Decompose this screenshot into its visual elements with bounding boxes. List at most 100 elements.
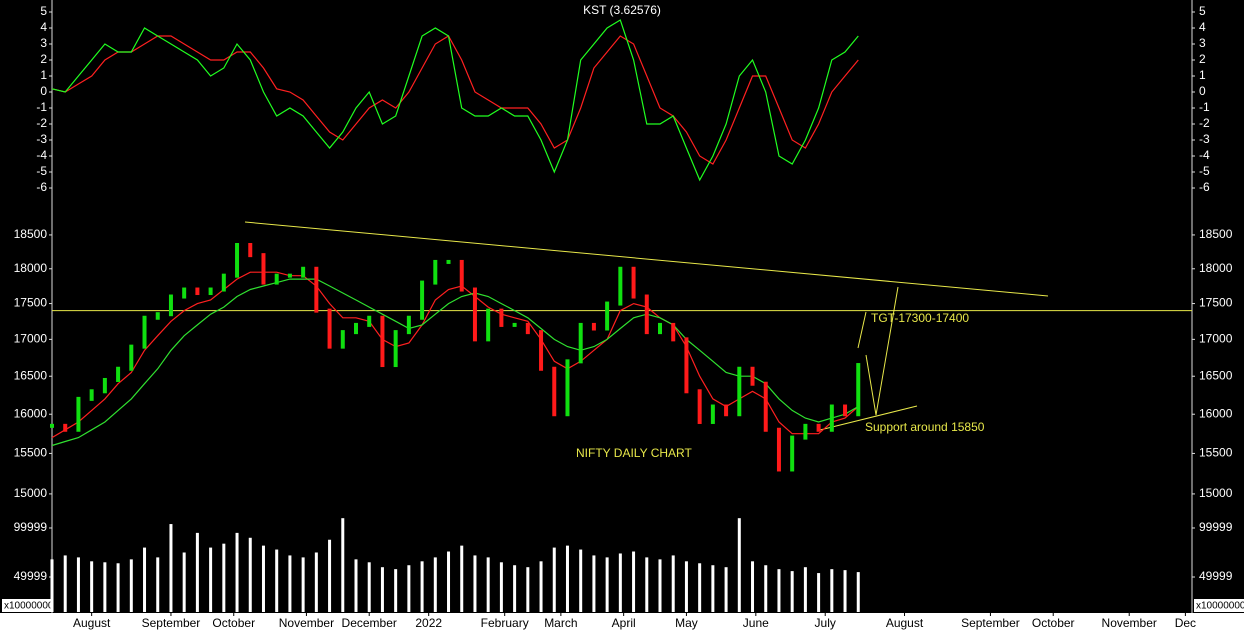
price-bar: [287, 273, 292, 278]
y-tick-label: -6: [36, 180, 47, 194]
price-bar: [63, 423, 68, 432]
projection-line: [857, 311, 867, 349]
volume-bar: [645, 557, 649, 612]
price-bar: [605, 301, 610, 331]
price-bar: [591, 322, 596, 331]
series-line: [51, 278, 859, 447]
y-tick-label: 17500: [14, 296, 48, 310]
volume-bar: [394, 569, 398, 612]
volume-bar: [156, 557, 160, 612]
volume-bar: [195, 532, 199, 612]
volume-bar: [751, 561, 755, 612]
y-tick-label: 2: [40, 52, 47, 66]
volume-bar: [420, 561, 424, 612]
price-bar: [76, 396, 81, 432]
volume-bar: [314, 552, 318, 612]
price-bar: [459, 259, 464, 292]
price-bar: [829, 404, 834, 432]
volume-bar: [552, 547, 556, 612]
y-tick-label: 99999: [14, 520, 48, 534]
volume-bar: [380, 567, 384, 612]
price-bar: [208, 287, 213, 296]
price-bar: [512, 322, 517, 327]
x-tick-label: July: [815, 616, 836, 630]
unit-box: [2, 599, 52, 612]
x-tick-label: September: [142, 616, 201, 630]
price-bar: [816, 423, 821, 432]
y-tick-label: -4: [1199, 148, 1210, 162]
y-tick-label: 17000: [14, 332, 48, 346]
y-tick-label: -3: [1199, 132, 1210, 146]
price-bar: [393, 330, 398, 368]
y-tick-label: 18000: [14, 261, 48, 275]
projection-line: [865, 286, 899, 416]
price-bar: [406, 315, 411, 335]
volume-bar: [341, 518, 345, 612]
x-tick-label: June: [743, 616, 769, 630]
price-bar: [671, 322, 676, 342]
volume-bar: [407, 565, 411, 612]
price-bar: [710, 404, 715, 424]
volume-bar: [447, 551, 451, 612]
volume-bar: [129, 559, 133, 612]
y-tick-label: 17000: [1199, 332, 1233, 346]
series-line: [51, 19, 859, 182]
volume-bar: [658, 559, 662, 612]
y-tick-label: 1: [1199, 68, 1206, 82]
volume-bar: [579, 549, 583, 612]
volume-bar: [328, 539, 332, 612]
volume-bar: [856, 572, 860, 612]
chart-label: NIFTY DAILY CHART: [576, 446, 692, 460]
volume-bar: [605, 557, 609, 612]
x-tick-label: November: [279, 616, 334, 630]
y-tick-label: 49999: [14, 569, 48, 583]
price-bar: [539, 330, 544, 371]
price-bar: [737, 366, 742, 417]
x-tick-label: December: [342, 616, 397, 630]
volume-bar: [275, 549, 279, 612]
y-tick-label: 16000: [1199, 406, 1233, 420]
y-tick-label: 4: [40, 20, 47, 34]
y-tick-label: 3: [40, 36, 47, 50]
volume-bar: [354, 559, 358, 612]
price-bar: [129, 344, 134, 371]
x-tick-label: 2022: [415, 616, 442, 630]
price-bar: [221, 273, 226, 292]
volume-bar: [698, 563, 702, 612]
volume-bar: [764, 565, 768, 612]
price-bar: [116, 366, 121, 382]
volume-bar: [90, 561, 94, 612]
price-bar: [327, 308, 332, 349]
price-bar: [274, 273, 279, 285]
volume-bar: [817, 573, 821, 612]
price-bar: [843, 404, 848, 417]
volume-bar: [724, 567, 728, 612]
unit-label: x10000000: [1196, 601, 1244, 612]
volume-bar: [499, 562, 503, 612]
volume-bar: [261, 545, 265, 612]
support-line: [819, 405, 918, 431]
x-tick-label: Dec: [1175, 616, 1196, 630]
price-bar: [658, 322, 662, 335]
volume-bar: [301, 557, 305, 612]
price-bar: [155, 312, 160, 320]
y-tick-label: -1: [36, 100, 47, 114]
volume-bar: [222, 543, 226, 612]
price-bar: [235, 242, 240, 278]
price-bar: [168, 294, 173, 317]
x-tick-label: February: [481, 616, 529, 630]
volume-bar: [460, 545, 464, 612]
price-bar: [367, 315, 372, 327]
volume-bar: [50, 559, 54, 612]
unit-label: x10000000: [4, 601, 54, 612]
y-tick-label: 5: [1199, 4, 1206, 18]
series-line: [51, 35, 859, 165]
price-bar: [182, 287, 187, 299]
price-bar: [565, 359, 570, 417]
price-bar: [618, 266, 623, 306]
price-bar: [142, 315, 147, 349]
y-tick-label: 15500: [14, 446, 48, 460]
y-tick-label: 2: [1199, 52, 1206, 66]
